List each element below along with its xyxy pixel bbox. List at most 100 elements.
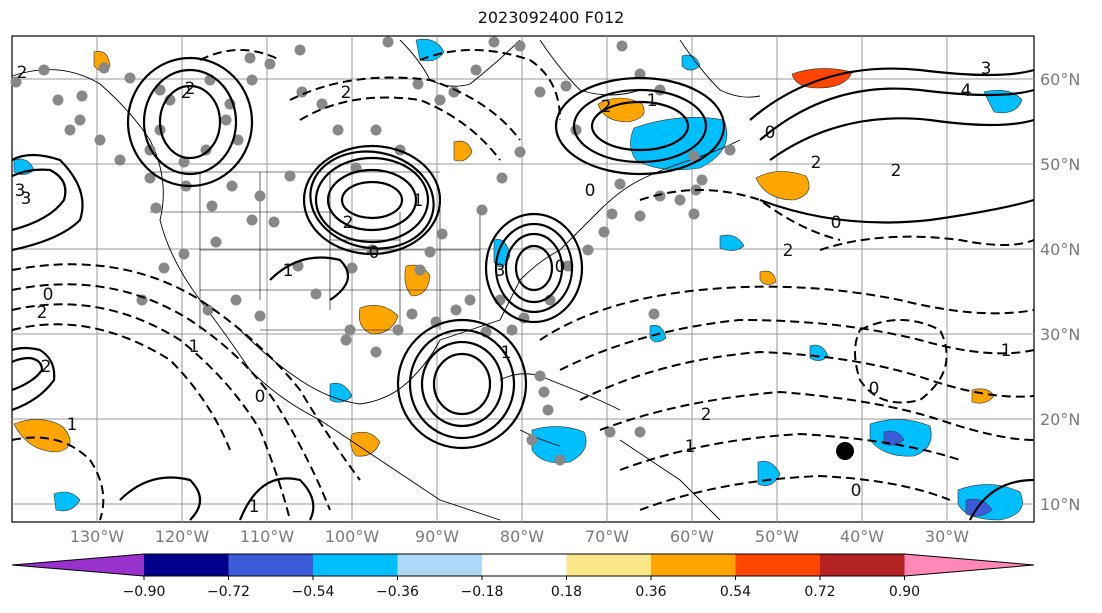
station-dot bbox=[74, 114, 86, 126]
station-dots bbox=[10, 36, 736, 466]
longitude-labels: 130°W 120°W 110°W 100°W 90°W 80°W 70°W 60°W 50°W… bbox=[70, 527, 969, 546]
station-dot bbox=[534, 370, 546, 382]
station-dot bbox=[696, 174, 708, 186]
station-dot bbox=[150, 202, 162, 214]
longitude-label: 50°W bbox=[755, 527, 799, 546]
colorbar-segment bbox=[313, 554, 398, 576]
longitude-label: 80°W bbox=[500, 527, 544, 546]
station-dot bbox=[344, 324, 356, 336]
station-dot bbox=[114, 154, 126, 166]
station-dot bbox=[246, 74, 258, 86]
colorbar-tick-label: −0.36 bbox=[376, 584, 419, 600]
station-dot bbox=[542, 404, 554, 416]
station-dot bbox=[724, 144, 736, 156]
station-dot bbox=[200, 144, 212, 156]
colorbar-segment bbox=[397, 554, 483, 576]
contour-label: 1 bbox=[647, 91, 658, 111]
station-dot bbox=[582, 244, 594, 256]
station-dot bbox=[424, 246, 436, 258]
colorbar-segment bbox=[228, 554, 314, 576]
station-dot bbox=[560, 80, 572, 92]
station-dot bbox=[604, 426, 616, 438]
station-dot bbox=[202, 304, 214, 316]
colorbar-tick-label: 0.90 bbox=[889, 584, 920, 600]
station-dot bbox=[346, 262, 358, 274]
station-dot bbox=[514, 40, 526, 52]
contour-label: 2 bbox=[185, 79, 196, 99]
station-dot bbox=[412, 78, 424, 90]
station-dot bbox=[370, 124, 382, 136]
contour-label: 2 bbox=[181, 83, 192, 103]
station-dot bbox=[264, 58, 276, 70]
station-dot bbox=[226, 180, 238, 192]
contour-label: 3 bbox=[981, 59, 992, 79]
longitude-label: 130°W bbox=[70, 527, 125, 546]
contour-label: 1 bbox=[501, 343, 512, 363]
station-dot bbox=[688, 150, 700, 162]
contour-label: 2 bbox=[783, 241, 794, 261]
station-dot bbox=[448, 86, 460, 98]
station-dot bbox=[554, 454, 566, 466]
station-dot bbox=[614, 178, 626, 190]
station-dot bbox=[254, 310, 266, 322]
colorbar-tick-label: −0.90 bbox=[123, 584, 166, 600]
longitude-label: 60°W bbox=[670, 527, 714, 546]
station-dot bbox=[64, 124, 76, 136]
station-dot bbox=[496, 172, 508, 184]
dashed-contours bbox=[11, 49, 1035, 521]
colorbar-tick-label: −0.18 bbox=[461, 584, 504, 600]
marker-dot bbox=[836, 442, 854, 460]
station-dot bbox=[392, 324, 404, 336]
station-dot bbox=[436, 228, 448, 240]
contour-label: 0 bbox=[765, 123, 776, 143]
station-dot bbox=[246, 214, 258, 226]
blue-blob bbox=[719, 234, 745, 251]
station-dot bbox=[310, 288, 322, 300]
latitude-labels: 60°N 50°N 40°N 30°N 20°N 10°N bbox=[1040, 70, 1080, 514]
station-dot bbox=[206, 200, 218, 212]
contour-label: 0 bbox=[369, 243, 380, 263]
colorbar-tick-label: −0.72 bbox=[207, 584, 250, 600]
blue-blob bbox=[329, 382, 353, 403]
station-dot bbox=[534, 86, 546, 98]
contour-label: 2 bbox=[891, 161, 902, 181]
contour-label: 1 bbox=[283, 261, 294, 281]
station-dot bbox=[254, 190, 266, 202]
station-dot bbox=[340, 334, 352, 346]
contour-label: 2 bbox=[341, 83, 352, 103]
orange-blob bbox=[759, 270, 777, 285]
latitude-label: 60°N bbox=[1040, 70, 1080, 89]
station-dot bbox=[464, 294, 476, 306]
station-dot bbox=[284, 170, 296, 182]
station-dot bbox=[634, 210, 646, 222]
station-dot bbox=[178, 248, 190, 260]
contour-label: 3 bbox=[15, 181, 26, 201]
station-dot bbox=[38, 64, 50, 76]
station-dot bbox=[634, 68, 646, 80]
contour-label: 2 bbox=[343, 213, 354, 233]
latitude-label: 30°N bbox=[1040, 325, 1080, 344]
station-dot bbox=[294, 44, 306, 56]
orange-blob bbox=[13, 419, 71, 453]
station-dot bbox=[488, 36, 500, 48]
station-dot bbox=[414, 264, 426, 276]
station-dot bbox=[674, 194, 686, 206]
station-dot bbox=[598, 226, 610, 238]
plot-title: 2023092400 F012 bbox=[477, 8, 625, 27]
orange-blob bbox=[755, 171, 810, 201]
colorbar-tick-label: 0.18 bbox=[551, 584, 582, 600]
contour-label: 3 bbox=[495, 261, 506, 281]
latitude-label: 50°N bbox=[1040, 155, 1080, 174]
station-dot bbox=[406, 308, 418, 320]
station-dot bbox=[52, 94, 64, 106]
station-dot bbox=[94, 134, 106, 146]
station-dot bbox=[382, 36, 394, 48]
colorbar-segment bbox=[144, 554, 229, 576]
station-dot bbox=[232, 134, 244, 146]
station-dot bbox=[158, 262, 170, 274]
station-dot bbox=[154, 84, 166, 96]
colorbar-extend-right bbox=[904, 554, 1034, 576]
station-dot bbox=[144, 172, 156, 184]
station-dot bbox=[526, 434, 538, 446]
